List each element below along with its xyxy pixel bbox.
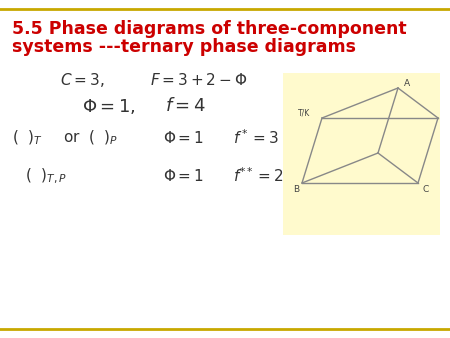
Text: $\Phi=1,$: $\Phi=1,$	[82, 97, 136, 116]
Text: B: B	[293, 185, 299, 194]
Text: $(\ \ )_T$: $(\ \ )_T$	[12, 129, 43, 147]
Bar	[283, 73, 440, 235]
Text: $\Phi=1$: $\Phi=1$	[163, 168, 204, 184]
Text: $(\ \ )_{T,P}$: $(\ \ )_{T,P}$	[25, 166, 68, 186]
Text: $f^{**}=2$: $f^{**}=2$	[233, 167, 284, 185]
Text: C: C	[423, 185, 429, 194]
Text: 5.5 Phase diagrams of three-component: 5.5 Phase diagrams of three-component	[12, 20, 407, 38]
Text: systems ---ternary phase diagrams: systems ---ternary phase diagrams	[12, 38, 356, 56]
Text: $C=3,$: $C=3,$	[60, 71, 104, 89]
Text: $f^*=3$: $f^*=3$	[233, 129, 279, 147]
Text: T/K: T/K	[298, 109, 310, 118]
Text: $\Phi=1$: $\Phi=1$	[163, 130, 204, 146]
Text: A: A	[404, 79, 410, 88]
Text: $\rm{or}$: $\rm{or}$	[63, 130, 81, 145]
Text: $f=4$: $f=4$	[165, 97, 206, 115]
Text: $(\ \ )_P$: $(\ \ )_P$	[88, 129, 118, 147]
Text: $F=3+2-\Phi$: $F=3+2-\Phi$	[150, 72, 248, 88]
